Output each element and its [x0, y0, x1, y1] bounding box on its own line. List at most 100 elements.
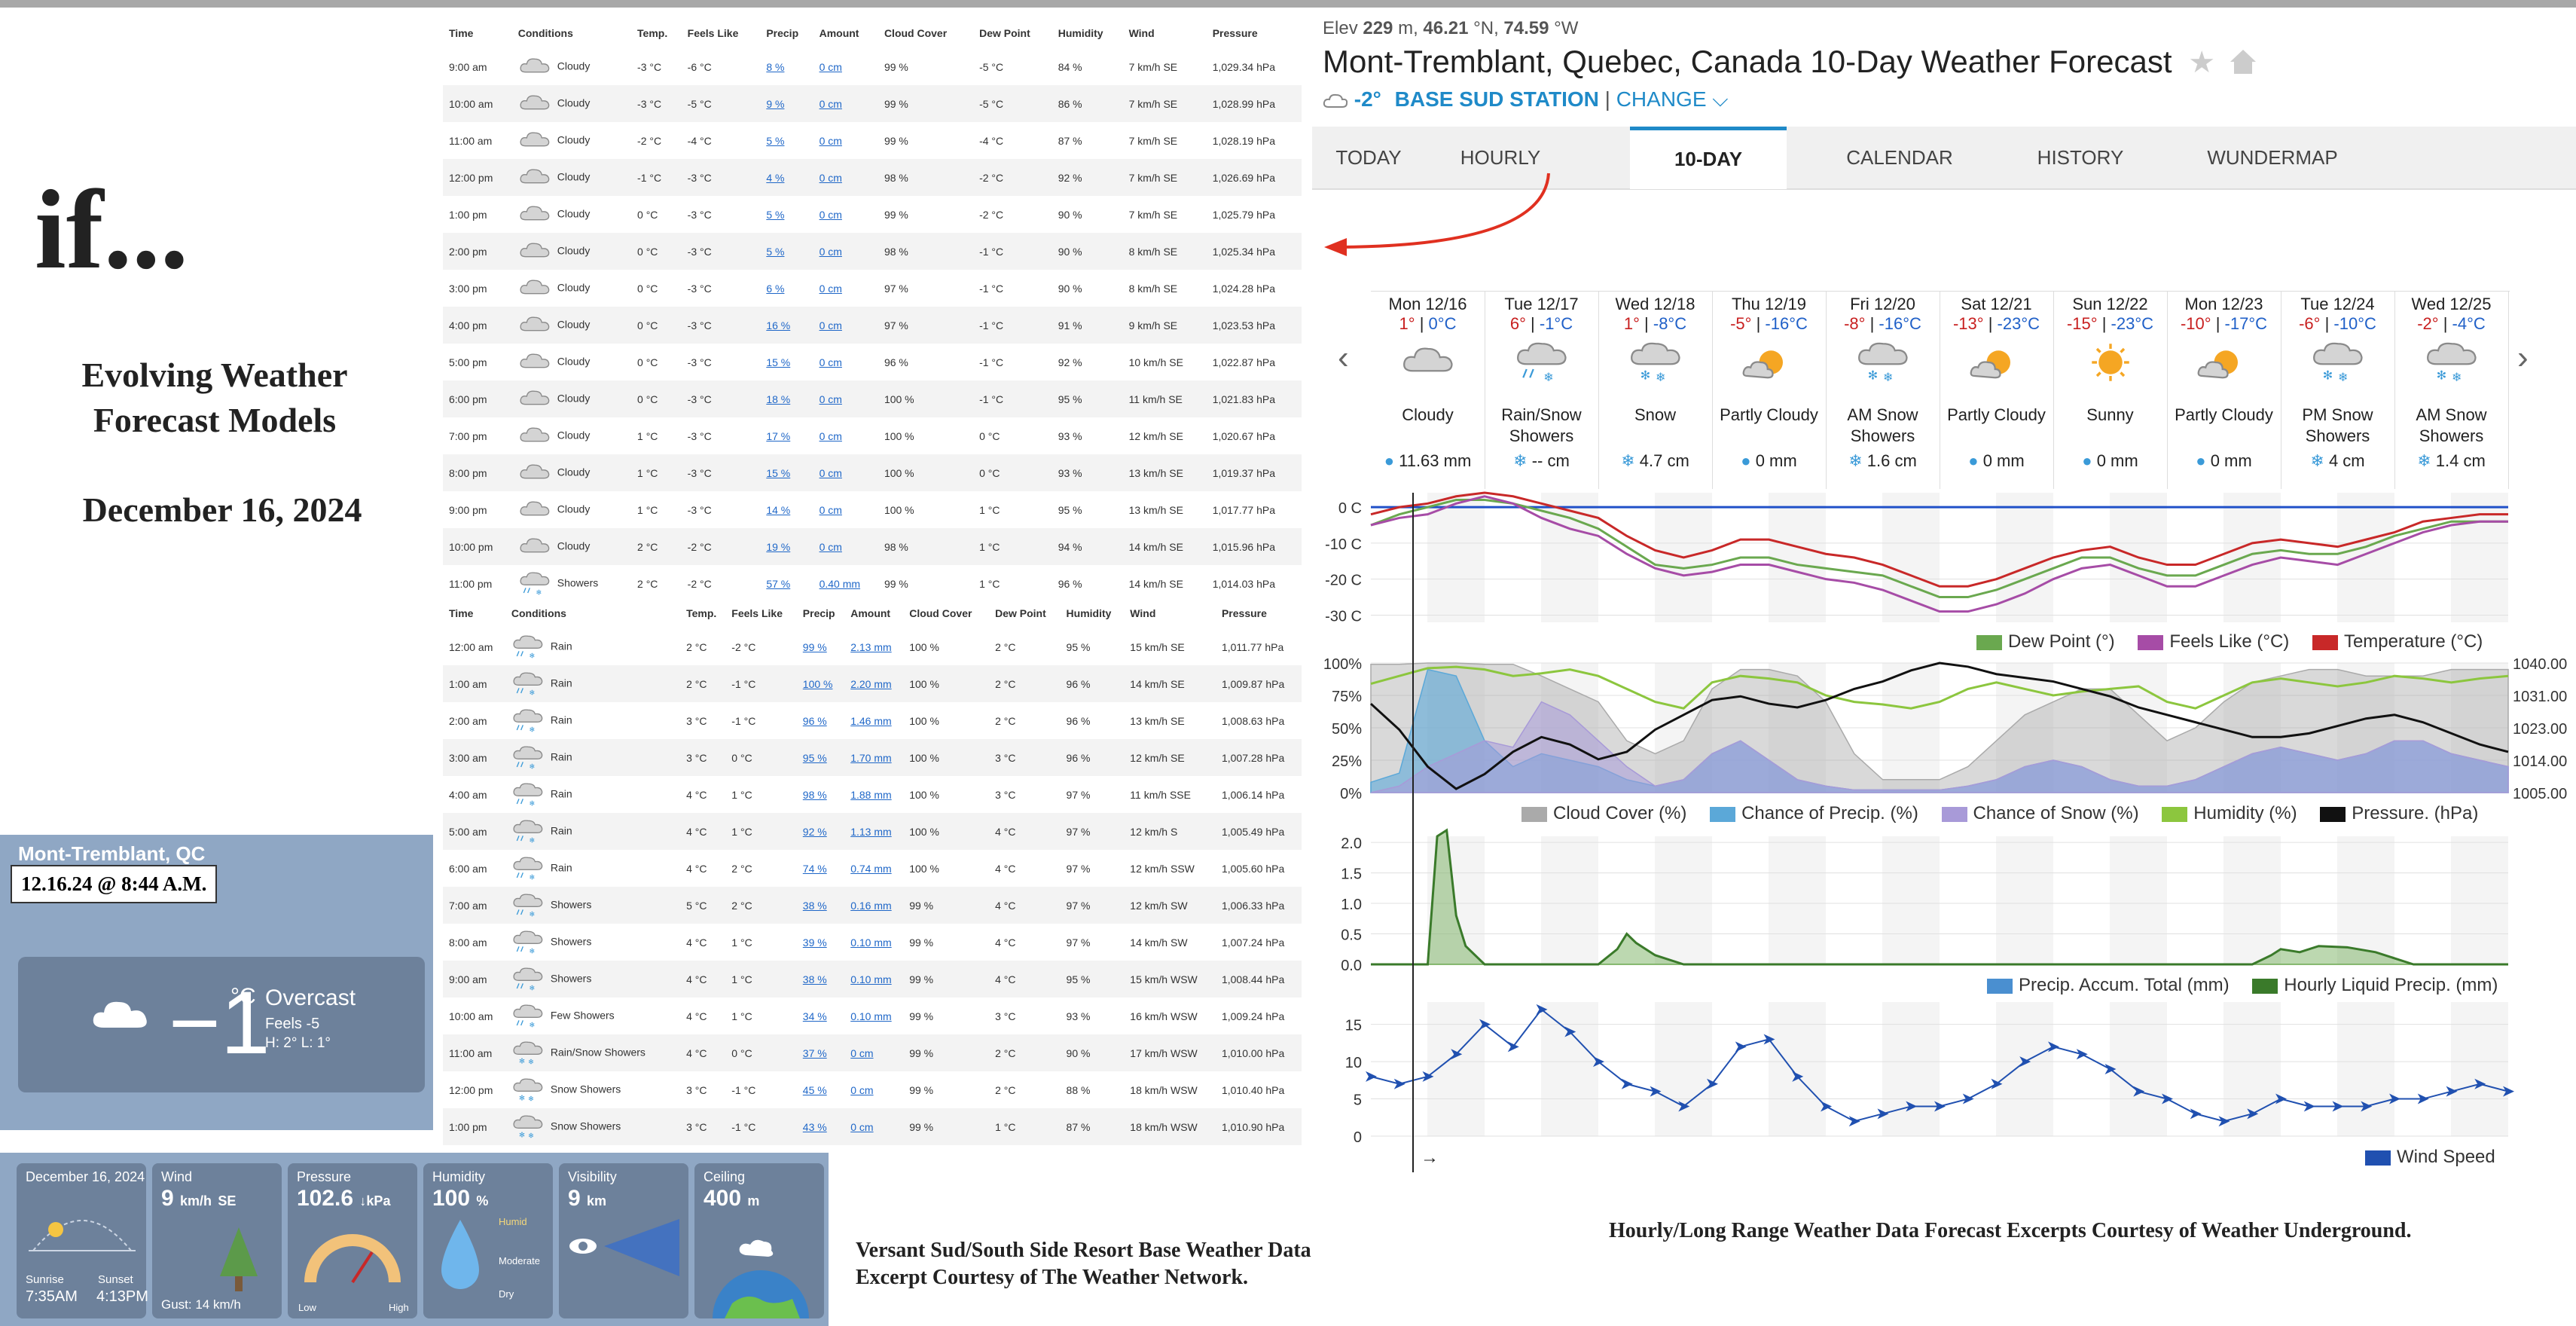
cell-text: 14 km/h SE	[1128, 540, 1183, 553]
table-cell[interactable]: 0 cm	[813, 528, 878, 565]
tab-today[interactable]: TODAY	[1335, 146, 1402, 169]
table-cell[interactable]: 0.10 mm	[844, 961, 904, 998]
table-cell[interactable]: 0 cm	[813, 122, 878, 159]
star-icon[interactable]: ★	[2188, 46, 2216, 79]
table-cell[interactable]: 96 %	[797, 702, 844, 739]
table-cell[interactable]: 8 %	[760, 48, 813, 85]
table-cell: ✻ ❄ Rain/Snow Showers	[505, 1034, 681, 1071]
forecast-day[interactable]: Wed 12/25 -2° | -4°C AM Snow Showers ❄ 1.4 …	[2394, 292, 2509, 489]
table-row: 9:00 am ❄ Showers 4 °C 1 °C 38 % 0.10 mm 99 % 4 …	[443, 961, 1302, 998]
table-cell[interactable]: 15 %	[760, 454, 813, 491]
table-cell[interactable]: 0.10 mm	[844, 998, 903, 1034]
table-cell[interactable]: 0 cm	[813, 48, 878, 85]
tab-calendar[interactable]: CALENDAR	[1846, 146, 1953, 169]
table-cell[interactable]: 1.46 mm	[844, 702, 903, 739]
table-cell[interactable]: 0 cm	[813, 85, 878, 122]
table-cell[interactable]: 74 %	[797, 850, 844, 887]
forecast-day[interactable]: Tue 12/17 6° | -1°C Rain/Snow Showers ❄ -- …	[1485, 292, 1599, 489]
forecast-day[interactable]: Mon 12/16 1° | 0°C Cloudy ● 11.63 mm	[1371, 292, 1485, 489]
table-cell[interactable]: 0 cm	[813, 417, 878, 454]
table-cell[interactable]: 4 %	[760, 159, 813, 196]
next-arrow-icon[interactable]: ›	[2517, 339, 2529, 376]
table-cell[interactable]: 0 cm	[813, 159, 878, 196]
forecast-day[interactable]: Sat 12/21 -13° | -23°C Partly Cloudy ● 0 mm	[1940, 292, 2054, 489]
table-cell[interactable]: 15 %	[760, 344, 813, 380]
table-cell: 18 km/h WSW	[1124, 1071, 1216, 1108]
table-cell[interactable]: 0.10 mm	[844, 924, 903, 961]
table-cell[interactable]: 38 %	[796, 961, 845, 998]
cell-text: -2 °C	[687, 577, 712, 590]
table-cell[interactable]: 0 cm	[813, 307, 878, 344]
table-cell[interactable]: 92 %	[796, 813, 845, 850]
table-cell[interactable]: 5 %	[760, 122, 813, 159]
table-cell: 9:00 am	[443, 48, 512, 85]
table-cell[interactable]: 99 %	[797, 628, 844, 665]
table-cell[interactable]: 17 %	[760, 417, 813, 454]
chevron-down-icon[interactable]: ⌵	[1712, 87, 1729, 111]
table-cell[interactable]: 95 %	[796, 739, 845, 776]
table-cell[interactable]: 0 cm	[813, 270, 878, 307]
tab-hourly[interactable]: HOURLY	[1460, 146, 1541, 169]
table-cell[interactable]: 5 %	[760, 233, 813, 270]
tab-10-day[interactable]: 10-DAY	[1630, 127, 1787, 189]
cell-text: 99 %	[909, 1046, 934, 1059]
cell-text: 1,017.77 hPa	[1212, 503, 1275, 516]
change-station-link[interactable]: CHANGE	[1616, 87, 1707, 111]
table-cell[interactable]: 0 cm	[813, 380, 878, 417]
station-name[interactable]: BASE SUD STATION	[1394, 87, 1599, 111]
table-cell[interactable]: 1.70 mm	[844, 739, 904, 776]
home-icon[interactable]	[2229, 48, 2257, 75]
prev-arrow-icon[interactable]: ‹	[1338, 339, 1349, 376]
table-cell[interactable]: 0 cm	[813, 196, 878, 233]
forecast-day[interactable]: Sun 12/22 -15° | -23°C Sunny ● 0 mm	[2053, 292, 2168, 489]
table-cell[interactable]: 14 %	[760, 491, 813, 528]
table-cell[interactable]: 5 %	[760, 196, 813, 233]
table-cell[interactable]: 34 %	[797, 998, 844, 1034]
table-cell: ❄ Showers	[512, 565, 631, 602]
table-cell[interactable]: 0 cm	[813, 344, 878, 380]
tab-wundermap[interactable]: WUNDERMAP	[2207, 146, 2338, 169]
wu-page-title: Mont-Tremblant, Quebec, Canada 10-Day We…	[1323, 44, 2257, 80]
table-cell[interactable]: 19 %	[760, 528, 813, 565]
table-cell[interactable]: 57 %	[760, 565, 813, 602]
table-cell[interactable]: 0.16 mm	[844, 887, 904, 924]
table-cell[interactable]: 39 %	[797, 924, 844, 961]
forecast-day[interactable]: Wed 12/18 1° | -8°C Snow ❄ 4.7 cm ✻ ❄	[1598, 292, 1713, 489]
table-cell: 100 %	[903, 628, 989, 665]
forecast-day[interactable]: Thu 12/19 -5° | -16°C Partly Cloudy ● 0 mm	[1712, 292, 1827, 489]
wind-dir: SE	[218, 1193, 237, 1208]
table-cell[interactable]: 0.74 mm	[844, 850, 903, 887]
visibility-number: 9	[568, 1186, 581, 1211]
cell-text: 14 km/h SE	[1128, 577, 1183, 590]
table-cell[interactable]: 0 cm	[813, 233, 878, 270]
table-cell: ❄ Rain	[505, 850, 680, 887]
table-cell: 10:00 am	[443, 85, 512, 122]
table-cell[interactable]: 38 %	[796, 887, 845, 924]
wind-arrow	[1451, 1049, 1463, 1060]
table-cell[interactable]: 0 cm	[844, 1108, 904, 1145]
table-cell[interactable]: 0 cm	[813, 491, 878, 528]
table-cell[interactable]: 2.13 mm	[844, 628, 903, 665]
table-cell[interactable]: 100 %	[796, 665, 845, 702]
table-cell[interactable]: 37 %	[796, 1034, 845, 1071]
table-cell[interactable]: 2.20 mm	[844, 665, 904, 702]
table-cell[interactable]: 0 cm	[844, 1034, 904, 1071]
table-cell[interactable]: 0 cm	[813, 454, 878, 491]
table-cell[interactable]: 9 %	[760, 85, 813, 122]
table-cell[interactable]: 98 %	[797, 776, 844, 813]
table-cell[interactable]: 43 %	[796, 1108, 845, 1145]
tab-history[interactable]: HISTORY	[2037, 146, 2124, 169]
table-cell[interactable]: 16 %	[760, 307, 813, 344]
table-cell[interactable]: 18 %	[760, 380, 813, 417]
table-cell[interactable]: 6 %	[760, 270, 813, 307]
table-cell[interactable]: 0 cm	[844, 1071, 903, 1108]
forecast-day[interactable]: Mon 12/23 -10° | -17°C Partly Cloudy ● 0 mm	[2167, 292, 2281, 489]
table-cell[interactable]: 0.40 mm	[813, 565, 878, 602]
cell-text: -5 °C	[979, 60, 1004, 73]
forecast-day[interactable]: Tue 12/24 -6° | -10°C PM Snow Showers ❄ 4 c…	[2281, 292, 2395, 489]
cell-text: 0 cm	[819, 466, 842, 479]
table-cell[interactable]: 45 %	[797, 1071, 844, 1108]
forecast-day[interactable]: Fri 12/20 -8° | -16°C AM Snow Showers ❄ 1.6…	[1826, 292, 1940, 489]
table-cell[interactable]: 1.13 mm	[844, 813, 904, 850]
table-cell[interactable]: 1.88 mm	[844, 776, 903, 813]
